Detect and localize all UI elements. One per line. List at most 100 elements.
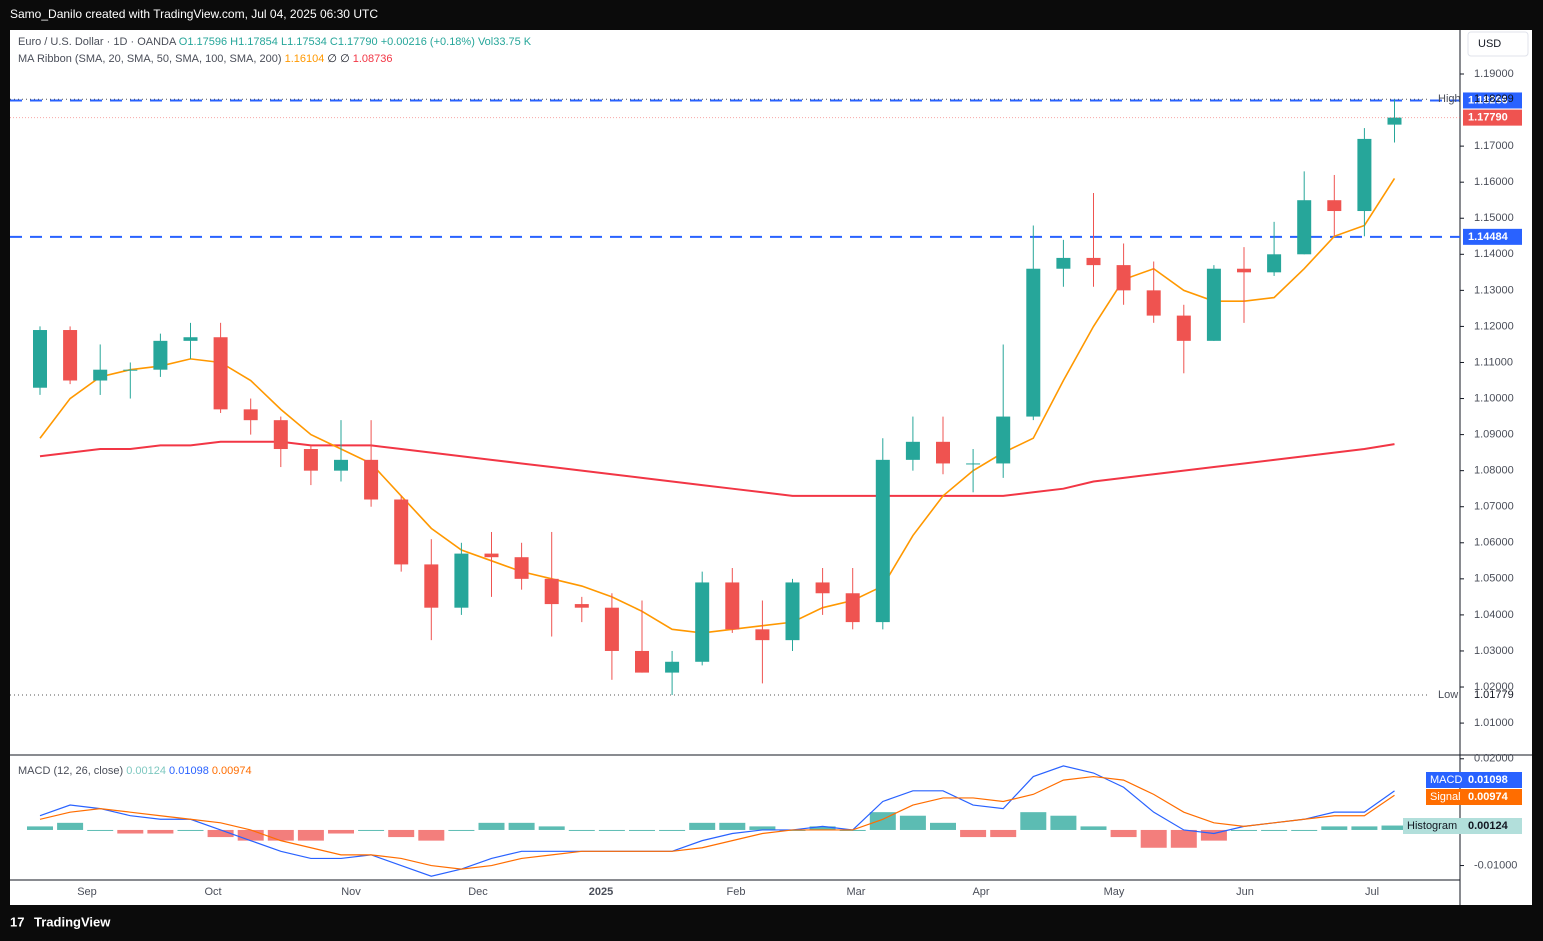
hist-bar xyxy=(1140,829,1167,848)
hist-bar xyxy=(508,822,535,830)
hist-bar xyxy=(538,826,565,830)
hist-bar xyxy=(1351,826,1378,830)
hist-bar xyxy=(177,829,204,831)
x-tick-label: Jul xyxy=(1365,886,1379,898)
candle-body xyxy=(334,459,348,471)
x-tick-label: Sep xyxy=(77,886,97,898)
macd-tag xyxy=(1426,772,1522,788)
hist-bar xyxy=(297,829,324,841)
candle-body xyxy=(424,564,439,608)
l: L1.17534 xyxy=(281,36,327,48)
signal-value: 0.00974 xyxy=(1468,791,1509,803)
x-tick-label: May xyxy=(1104,886,1125,898)
candle-body xyxy=(1267,254,1282,273)
hist-bar xyxy=(147,829,174,834)
c: C1.17790 xyxy=(330,36,378,48)
x-tick-label: Oct xyxy=(204,886,221,898)
candle-body xyxy=(243,409,258,421)
brand-logo: 17 xyxy=(10,914,24,929)
high-name: High xyxy=(1438,93,1461,105)
low-label: 1.01779 xyxy=(1474,689,1514,701)
candle-body xyxy=(183,337,198,341)
last-tag xyxy=(1463,109,1522,126)
chart-bg xyxy=(10,30,1532,905)
hist-bar xyxy=(689,822,716,830)
hist-bar xyxy=(1050,815,1077,830)
x-tick-label: Feb xyxy=(727,886,746,898)
hist-tag xyxy=(1403,818,1522,834)
hist-bar xyxy=(388,829,415,838)
h: H1.17854 xyxy=(230,36,278,48)
y-tick-label: 1.04000 xyxy=(1474,609,1514,621)
sma200-line xyxy=(39,440,1395,497)
brand: TradingView xyxy=(34,914,111,929)
hist-bar xyxy=(358,829,385,831)
x-tick-label: Jun xyxy=(1236,886,1254,898)
y-tick-label: 1.06000 xyxy=(1474,537,1514,549)
y-tick-label: 1.01000 xyxy=(1474,717,1514,729)
y-tick-label: 1.02000 xyxy=(1474,681,1514,693)
legend-ribbon: MA Ribbon (SMA, 20, SMA, 50, SMA, 100, S… xyxy=(18,53,392,65)
hist-bar xyxy=(207,829,234,838)
change: +0.00216 (+0.18%) xyxy=(381,36,475,48)
candle-body xyxy=(785,582,800,641)
symbol: Euro / U.S. Dollar · 1D · OANDA xyxy=(18,36,177,48)
high-label: 1.18299 xyxy=(1474,93,1514,105)
hist-bar xyxy=(57,822,84,830)
x-tick-label: Nov xyxy=(341,886,361,898)
y-tick-label: 1.10000 xyxy=(1474,392,1514,404)
x-tick-label: Apr xyxy=(972,886,989,898)
legend-macd: MACD (12, 26, close) 0.00124 0.01098 0.0… xyxy=(18,765,252,777)
hist-bar xyxy=(1110,829,1137,838)
candle-body xyxy=(303,449,318,471)
hist-bar xyxy=(448,829,475,831)
hist-bar xyxy=(1200,829,1227,841)
candle-body xyxy=(755,629,770,641)
candle-body xyxy=(996,416,1011,464)
o: O1.17596 xyxy=(179,36,227,48)
candle-body xyxy=(574,604,589,608)
signal-name: Signal xyxy=(1430,791,1461,803)
hist-bar xyxy=(1020,812,1047,830)
y-tick-label: 1.17000 xyxy=(1474,140,1514,152)
sma20-line xyxy=(39,177,1396,634)
hist-bar xyxy=(1261,829,1288,831)
ribbon-200: 1.08736 xyxy=(353,53,393,65)
hist-bar xyxy=(809,826,836,830)
candle-body xyxy=(1026,268,1041,417)
candle-body xyxy=(905,441,920,460)
last-label: 1.17790 xyxy=(1468,112,1508,124)
candle-body xyxy=(153,340,168,370)
x-tick-label: 2025 xyxy=(589,886,613,898)
y-tick-label: 1.03000 xyxy=(1474,645,1514,657)
candle-body xyxy=(1237,268,1251,273)
candle-body xyxy=(514,557,529,579)
candle-body xyxy=(394,499,409,565)
candle-body xyxy=(845,593,860,623)
hist-bar xyxy=(990,829,1017,838)
y-tick-label: 1.14000 xyxy=(1474,248,1514,260)
x-tick-label: Dec xyxy=(468,886,488,898)
hist-name: Histogram xyxy=(1407,820,1457,832)
hist-bar xyxy=(899,815,926,830)
y-tick-label: 1.16000 xyxy=(1474,176,1514,188)
currency: USD xyxy=(1478,38,1501,50)
hist-bar xyxy=(267,829,294,841)
candle-body xyxy=(273,420,288,450)
candle-body xyxy=(1297,200,1312,255)
y-tick-label: 1.11000 xyxy=(1474,356,1513,368)
candle-body xyxy=(1176,315,1191,341)
hist-bar xyxy=(749,826,776,830)
ribbon-50: ∅ xyxy=(327,53,337,65)
hist-bar xyxy=(1080,826,1107,830)
level-tag xyxy=(1463,228,1522,245)
hist-bar xyxy=(1291,829,1318,831)
macd-tick-label: -0.01000 xyxy=(1474,859,1517,871)
candle-body xyxy=(1206,268,1221,341)
macd-value: 0.01098 xyxy=(1468,774,1508,786)
candle-body xyxy=(1086,257,1101,266)
candle-body xyxy=(875,459,890,623)
currency-button[interactable] xyxy=(1467,31,1529,57)
y-tick-label: 1.19000 xyxy=(1474,68,1514,80)
